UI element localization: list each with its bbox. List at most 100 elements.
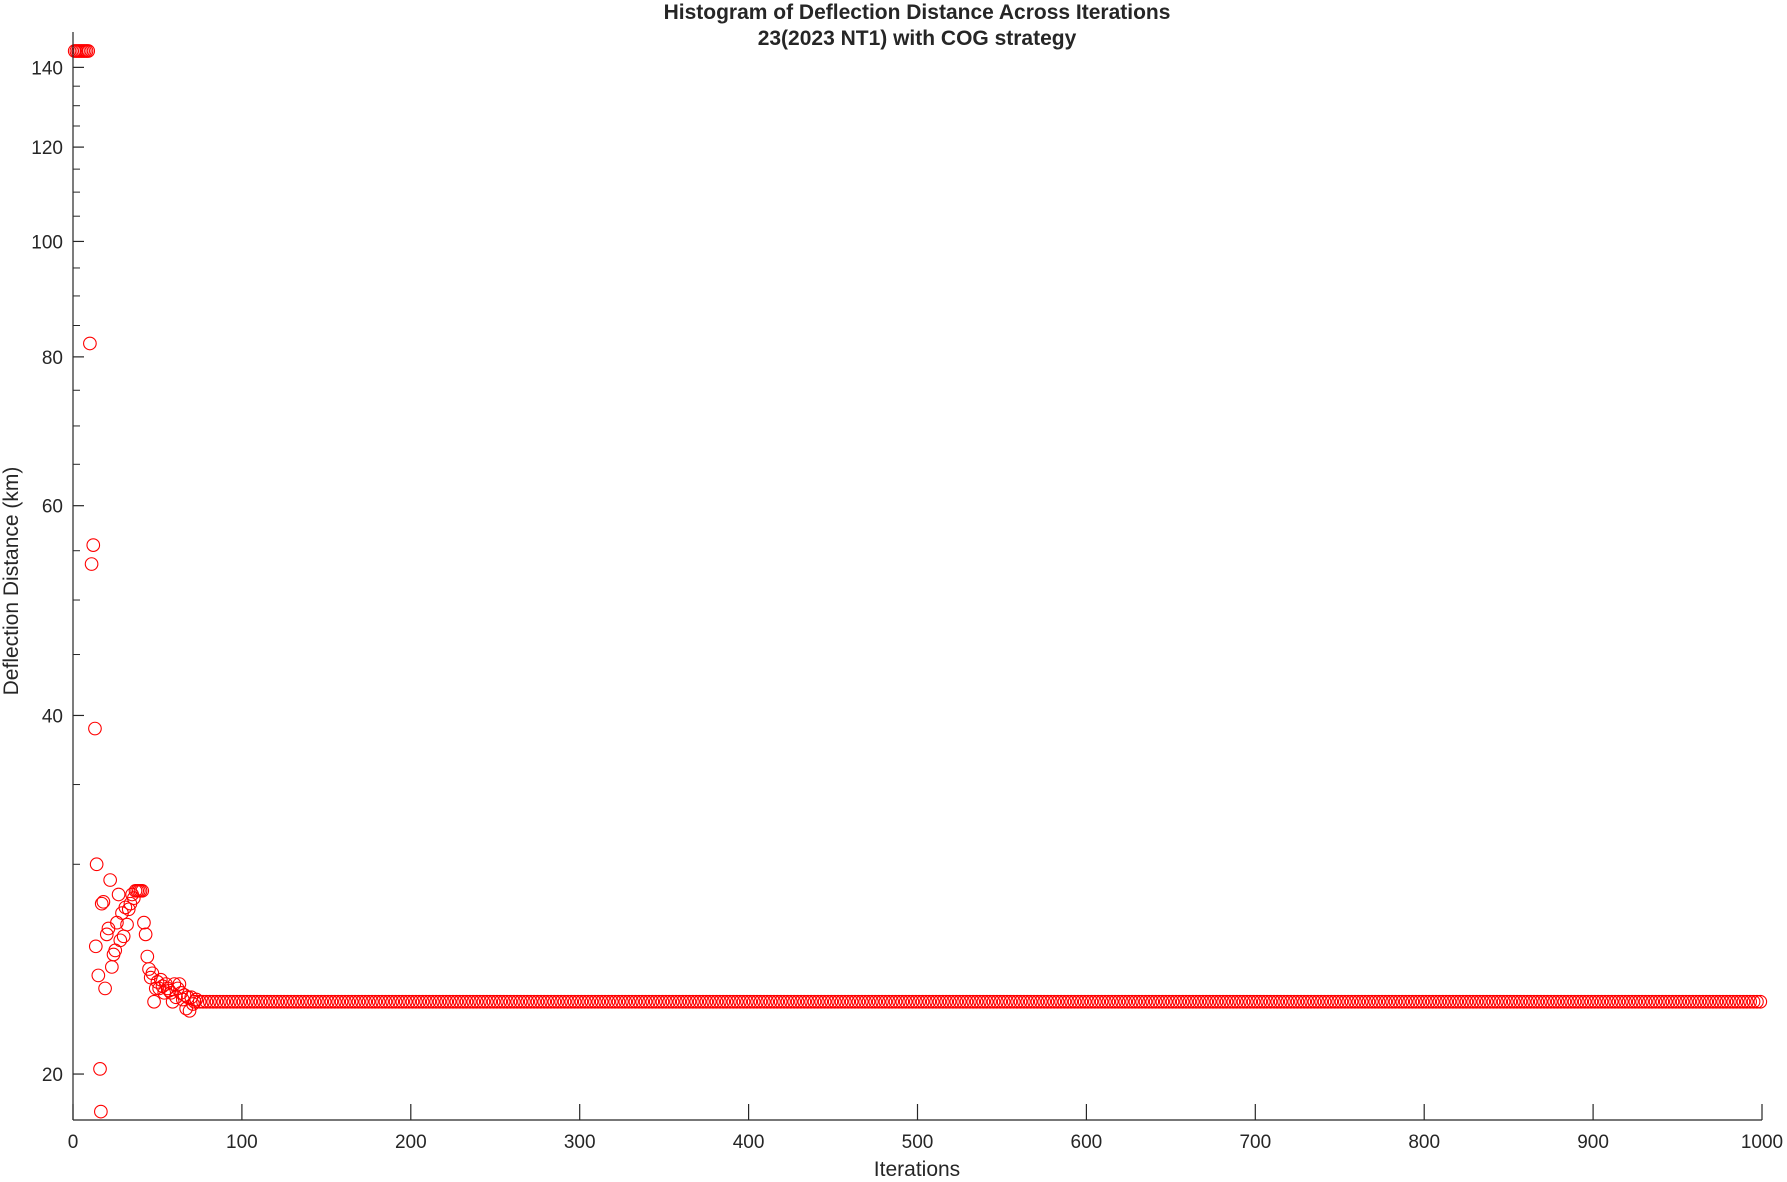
data-point — [506, 994, 521, 1009]
data-point — [88, 939, 103, 954]
data-point — [96, 894, 111, 909]
data-point — [1321, 994, 1335, 1009]
data-point — [1743, 994, 1758, 1009]
data-point — [807, 994, 822, 1009]
data-point — [1057, 994, 1072, 1009]
data-point — [996, 994, 1011, 1009]
data-point — [1466, 994, 1481, 1009]
data-point — [756, 994, 771, 1009]
data-point — [675, 994, 690, 1009]
data-point — [479, 994, 494, 1009]
data-point — [1435, 994, 1450, 1009]
data-point — [466, 994, 481, 1009]
data-point — [1712, 994, 1727, 1009]
data-point — [655, 994, 670, 1009]
data-point — [1064, 994, 1079, 1009]
data-point — [473, 994, 487, 1009]
data-point — [892, 994, 906, 1009]
data-point — [1185, 994, 1200, 1009]
data-point — [246, 994, 261, 1009]
data-point — [1148, 994, 1163, 1009]
data-point — [1706, 994, 1720, 1009]
data-point — [1489, 994, 1504, 1009]
data-point — [138, 927, 153, 942]
data-point — [88, 721, 102, 736]
data-point — [1385, 994, 1399, 1009]
data-point — [1108, 994, 1122, 1009]
data-point — [1662, 994, 1676, 1009]
data-point — [1273, 994, 1288, 1009]
data-point — [486, 994, 501, 1009]
data-point — [584, 994, 599, 1009]
data-point — [179, 1001, 194, 1016]
data-point — [1354, 994, 1369, 1009]
data-point — [1452, 994, 1467, 1009]
data-point — [1483, 994, 1497, 1009]
data-point — [1685, 994, 1700, 1009]
data-point — [1246, 994, 1261, 1009]
data-point — [442, 994, 457, 1009]
data-point — [233, 994, 248, 1009]
data-point — [939, 994, 954, 1009]
chart-title: Histogram of Deflection Distance Across … — [664, 1, 1171, 24]
data-point — [284, 994, 298, 1009]
data-point — [1071, 994, 1085, 1009]
data-point — [432, 994, 447, 1009]
data-point — [567, 994, 582, 1009]
data-point — [1462, 994, 1477, 1009]
data-point — [1716, 994, 1731, 1009]
data-point — [103, 873, 118, 887]
x-tick-label: 800 — [1408, 1132, 1440, 1153]
data-point — [1300, 994, 1315, 1009]
data-point — [1344, 994, 1359, 1009]
data-point — [358, 994, 373, 1009]
data-point — [1527, 994, 1541, 1009]
data-point — [199, 994, 214, 1009]
data-point — [118, 900, 133, 915]
data-point — [1645, 994, 1660, 1009]
y-tick-label: 100 — [31, 232, 63, 253]
data-point — [1719, 994, 1734, 1009]
data-point — [682, 994, 697, 1009]
data-point — [1375, 994, 1389, 1009]
data-point — [966, 994, 981, 1009]
data-point — [591, 994, 606, 1009]
data-point — [1158, 994, 1173, 1009]
data-point — [1172, 994, 1187, 1009]
data-point — [1739, 994, 1754, 1009]
data-point — [1307, 994, 1322, 1009]
data-point — [1050, 994, 1065, 1009]
data-point — [1003, 994, 1018, 1009]
data-point — [1115, 994, 1129, 1009]
data-point — [354, 994, 369, 1009]
data-point — [1128, 994, 1143, 1009]
data-point — [1726, 994, 1741, 1009]
x-tick-label: 900 — [1577, 1132, 1609, 1153]
data-point — [277, 994, 291, 1009]
data-point — [93, 1062, 107, 1076]
data-point — [979, 994, 994, 1009]
x-tick-label: 600 — [1071, 1132, 1103, 1153]
data-point — [561, 994, 575, 1009]
data-point — [1033, 994, 1048, 1009]
data-point — [1267, 994, 1281, 1009]
data-point — [104, 960, 119, 974]
data-point — [1648, 994, 1663, 1009]
data-point — [527, 994, 541, 1009]
data-point — [500, 994, 514, 1009]
data-point — [719, 994, 734, 1009]
data-point — [942, 994, 957, 1009]
data-point — [983, 994, 997, 1009]
data-point — [1277, 994, 1291, 1009]
data-point — [1699, 994, 1714, 1009]
data-point — [669, 994, 683, 1009]
data-point — [1098, 994, 1112, 1009]
data-point — [530, 994, 545, 1009]
data-point — [1658, 994, 1673, 1009]
data-point — [1628, 994, 1643, 1009]
data-point — [412, 994, 427, 1009]
data-point — [1584, 994, 1599, 1009]
data-point — [398, 994, 413, 1009]
data-point — [740, 994, 754, 1009]
data-point — [1169, 994, 1183, 1009]
